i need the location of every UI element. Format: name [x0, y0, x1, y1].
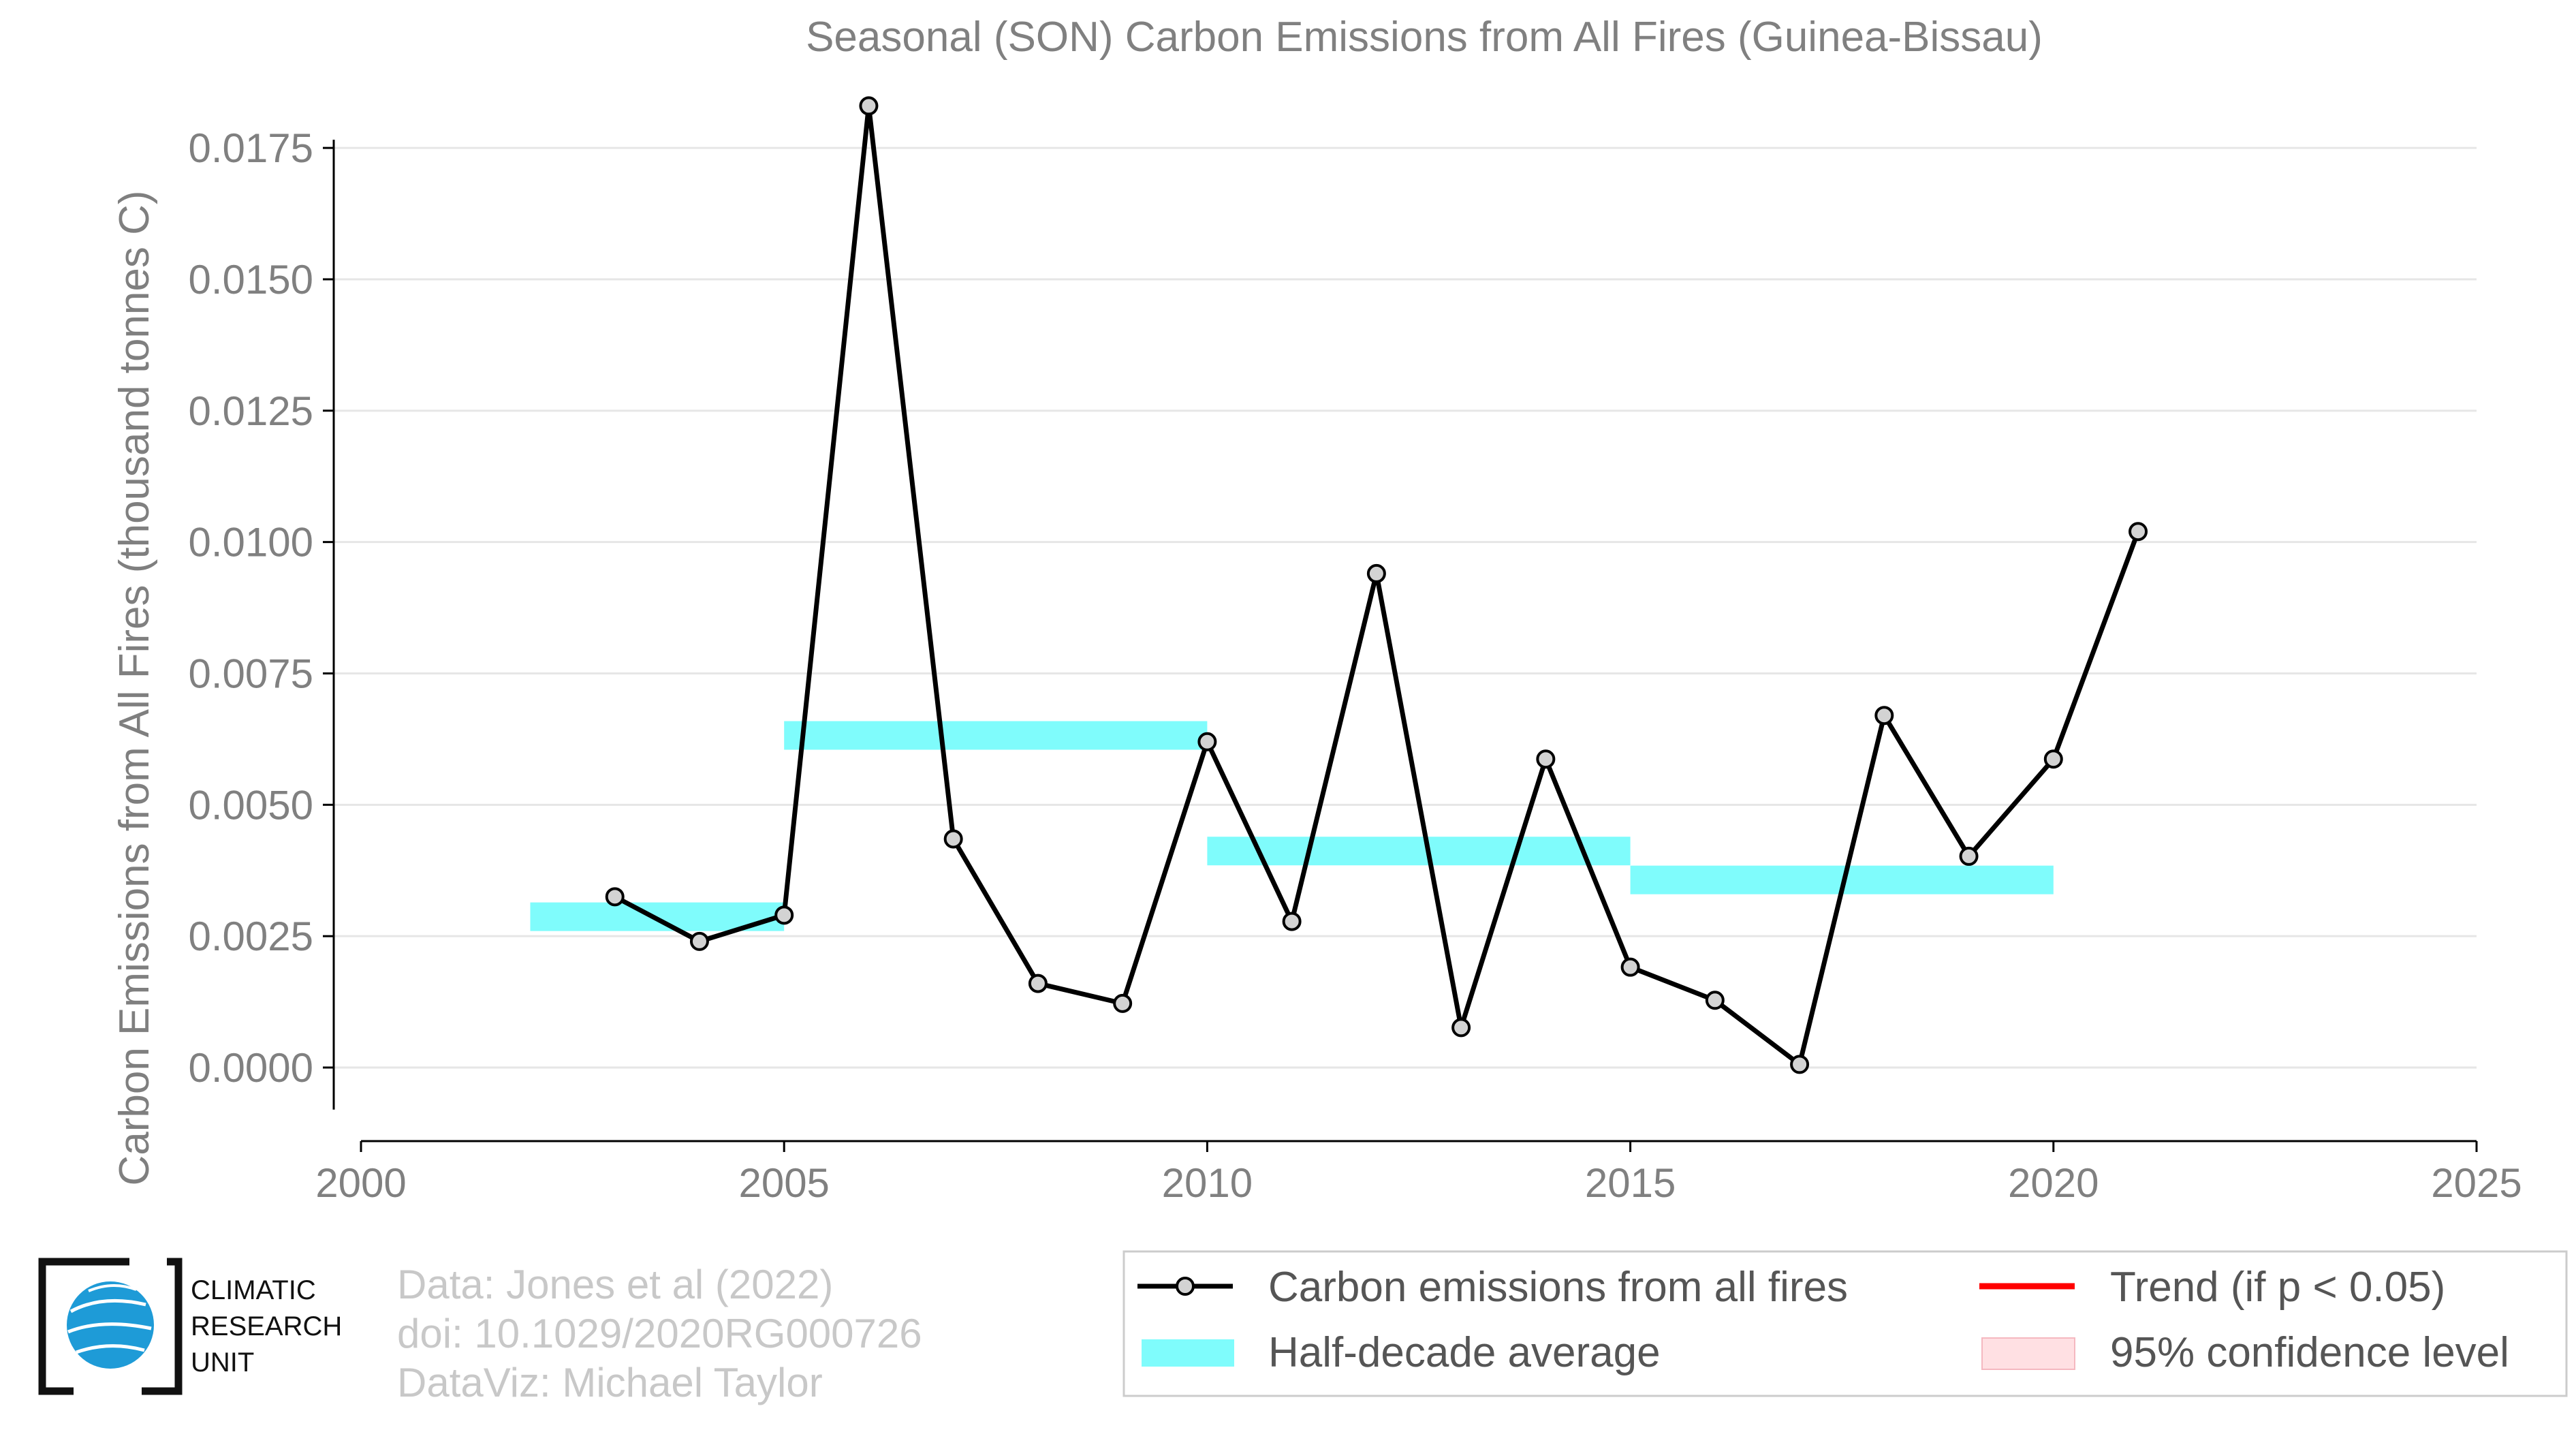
- data-point: [605, 887, 625, 907]
- y-tick-label: 0.0175: [188, 125, 313, 171]
- x-tick-label: 2025: [2431, 1160, 2522, 1206]
- legend-item-emissions: Carbon emissions from all fires: [1137, 1264, 1848, 1311]
- legend-item-trend: Trend (if p < 0.05): [1979, 1264, 2445, 1311]
- legend-band-swatch: [1142, 1339, 1234, 1367]
- data-point: [689, 931, 709, 951]
- x-tick-label: 2020: [2008, 1160, 2099, 1206]
- x-tick-label: 2000: [315, 1160, 406, 1206]
- data-point: [1790, 1055, 1810, 1074]
- data-point: [1366, 563, 1386, 583]
- y-tick-label: 0.0100: [188, 520, 313, 565]
- data-point: [1451, 1018, 1471, 1038]
- y-axis-label: Carbon Emissions from All Fires (thousan…: [111, 190, 158, 1185]
- y-tick-label: 0.0125: [188, 388, 313, 434]
- axes: [323, 140, 2478, 1152]
- data-point: [1536, 749, 1556, 769]
- credit-line-3: DataViz: Michael Taylor: [397, 1360, 823, 1405]
- data-point: [1113, 993, 1133, 1013]
- data-point: [1874, 706, 1894, 726]
- legend-label-confidence: 95% confidence level: [2110, 1329, 2509, 1376]
- logo-text-line-2: RESEARCH: [191, 1311, 342, 1341]
- x-tick-label: 2005: [738, 1160, 829, 1206]
- data-point: [859, 96, 879, 116]
- x-tick-label: 2015: [1585, 1160, 1676, 1206]
- legend: Carbon emissions from all fires Trend (i…: [1122, 1250, 2568, 1397]
- data-point: [1959, 846, 1979, 866]
- cru-globe-icon: [38, 1258, 183, 1395]
- legend-box: [1122, 1250, 2568, 1397]
- data-point: [1620, 957, 1640, 977]
- data-point: [1028, 974, 1048, 993]
- data-point: [943, 829, 963, 849]
- data-point: [774, 905, 794, 925]
- series-line: [614, 103, 2141, 1067]
- credit-line-1: Data: Jones et al (2022): [397, 1262, 833, 1307]
- data-point: [1282, 912, 1302, 931]
- y-tick-label: 0.0050: [188, 782, 313, 828]
- data-credits: Data: Jones et al (2022) doi: 10.1029/20…: [397, 1262, 922, 1405]
- y-tick-label: 0.0150: [188, 257, 313, 302]
- half-decade-bands: [530, 721, 2054, 931]
- data-point: [2043, 749, 2063, 769]
- data-point: [1705, 991, 1725, 1010]
- credit-line-2: doi: 10.1029/2020RG000726: [397, 1311, 922, 1356]
- legend-item-half-decade: Half-decade average: [1142, 1329, 1661, 1376]
- data-point: [2129, 522, 2148, 542]
- half-decade-bar: [784, 721, 1208, 750]
- legend-item-confidence: 95% confidence level: [1981, 1329, 2509, 1376]
- chart-title: Seasonal (SON) Carbon Emissions from All…: [806, 14, 2043, 61]
- legend-marker-swatch: [1176, 1277, 1195, 1296]
- legend-confidence-swatch: [1981, 1337, 2075, 1370]
- half-decade-bar: [1207, 837, 1631, 866]
- y-tick-label: 0.0075: [188, 651, 313, 696]
- legend-label-trend: Trend (if p < 0.05): [2110, 1264, 2445, 1311]
- y-tick-label: 0.0025: [188, 914, 313, 959]
- legend-label-half-decade: Half-decade average: [1268, 1329, 1661, 1376]
- cru-logo: CLIMATIC RESEARCH UNIT: [38, 1258, 342, 1395]
- legend-label-emissions: Carbon emissions from all fires: [1268, 1264, 1848, 1311]
- emissions-series: [605, 96, 2148, 1074]
- y-tick-label: 0.0000: [188, 1045, 313, 1091]
- tick-labels: 0.0000 0.0025 0.0050 0.0075 0.0100 0.0125 0.01…: [188, 125, 2522, 1206]
- data-point: [1197, 732, 1217, 751]
- x-tick-label: 2010: [1162, 1160, 1253, 1206]
- logo-text-line-1: CLIMATIC: [191, 1275, 316, 1305]
- logo-text-line-3: UNIT: [191, 1348, 254, 1377]
